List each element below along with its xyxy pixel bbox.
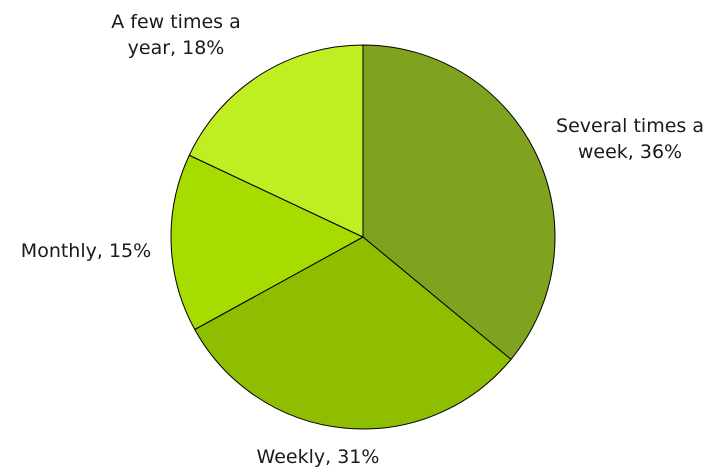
slices-layer	[170, 44, 556, 430]
slice-label-line: week, 36%	[578, 141, 682, 163]
slice-label-line: year, 18%	[128, 37, 225, 59]
pie-slice-2	[170, 154, 365, 331]
pie-slice-3	[188, 44, 364, 238]
slice-label-line: Monthly, 15%	[21, 240, 151, 262]
slice-label-0: Several times a week, 36%	[556, 115, 704, 163]
labels-layer: Several times a week, 36% Weekly, 31% Month…	[21, 11, 704, 468]
slice-label-2: Monthly, 15%	[21, 240, 151, 262]
pie-slice-1	[194, 236, 512, 430]
slice-label-1: Weekly, 31%	[257, 446, 380, 468]
slice-label-line: Several times a	[556, 115, 704, 137]
slice-label-line: Weekly, 31%	[257, 446, 380, 468]
slice-label-line: A few times a	[111, 11, 241, 33]
slice-label-3: A few times a year, 18%	[111, 11, 241, 59]
pie-slice-0	[362, 44, 556, 361]
